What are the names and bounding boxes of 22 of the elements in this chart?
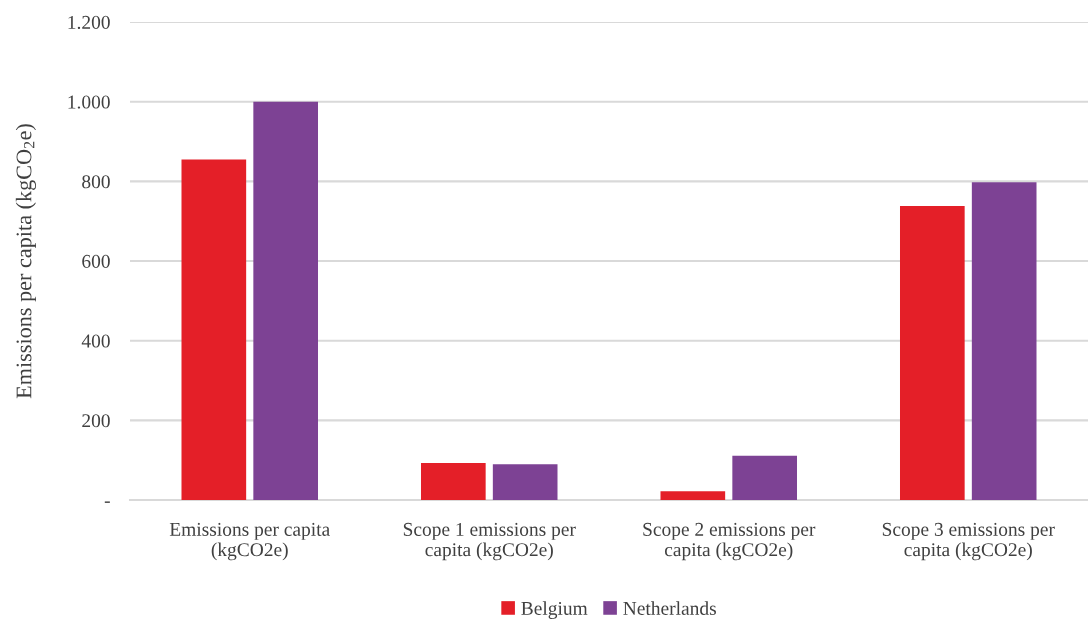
x-tick-label: Scope 2 emissions per capita (kgCO2e) (643, 522, 816, 561)
y-tick-label: 400 (81, 334, 110, 348)
bar (732, 455, 798, 500)
x-tick-label: Scope 1 emissions per capita (kgCO2e) (403, 522, 576, 561)
bar (971, 182, 1037, 500)
y-tick-label: 1.200 (68, 15, 110, 30)
legend-label: Belgium (521, 601, 588, 619)
bar (181, 159, 247, 500)
x-tick-label: Emissions per capita (kgCO2e) (169, 522, 330, 561)
y-tick-label: - (104, 501, 110, 503)
bar (492, 464, 558, 500)
y-tick-label: 600 (82, 254, 110, 268)
bar (253, 101, 319, 500)
bar (420, 462, 486, 500)
y-tick-label: 1.000 (68, 95, 110, 109)
y-axis-title: Emissions per capita (kgCO$_{2}$e) (15, 124, 37, 399)
y-tick-label: 200 (82, 414, 110, 428)
x-tick-label: Scope 3 emissions per capita (kgCO2e) (882, 522, 1055, 561)
legend-label: Netherlands (623, 601, 716, 615)
bar (899, 206, 965, 500)
bar (660, 491, 726, 500)
y-tick-label: 800 (82, 175, 110, 189)
